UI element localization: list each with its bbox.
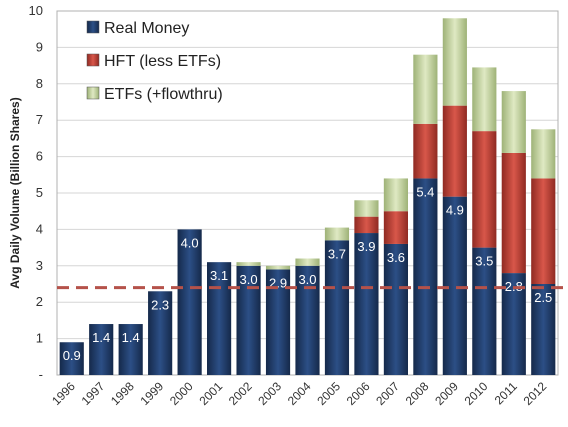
- data-label-1996: 0.9: [63, 348, 81, 363]
- bar-real-money-2010: [472, 247, 497, 375]
- legend-label-etfs: ETFs (+flowthru): [104, 86, 223, 103]
- bar-real-money-2002: [236, 265, 261, 375]
- x-tick-label: 1996: [49, 379, 78, 408]
- x-tick-label: 2012: [521, 379, 550, 408]
- x-tick-label: 2011: [492, 379, 520, 407]
- bar-real-money-1997: [89, 324, 114, 375]
- y-axis-label: Avg Daily Volume (Billion Shares): [8, 97, 22, 288]
- y-axis-ticks: - 1 2 3 4 5 6 7 8 9 10: [29, 3, 43, 382]
- y-tick-label: 3: [36, 258, 43, 273]
- bar-etfs-2006: [354, 200, 379, 217]
- bar-real-money-1998: [118, 324, 143, 375]
- legend-swatch-real-money: [86, 20, 100, 34]
- x-tick-label: 2001: [196, 379, 225, 408]
- bar-real-money-2008: [413, 178, 438, 375]
- bar-real-money-2006: [354, 233, 379, 375]
- x-tick-label: 2005: [314, 379, 343, 408]
- bar-real-money-2000: [177, 229, 202, 375]
- bar-etfs-2003: [265, 265, 291, 270]
- x-tick-label: 2007: [373, 379, 402, 408]
- bar-real-money-2004: [295, 265, 320, 375]
- data-label-1999: 2.3: [151, 297, 169, 312]
- bar-hft-2010: [472, 131, 497, 248]
- bar-etfs-2008: [413, 54, 438, 124]
- y-tick-label: 4: [36, 221, 43, 236]
- x-tick-label: 1997: [79, 379, 108, 408]
- x-tick-label: 2000: [167, 379, 196, 408]
- data-label-1997: 1.4: [92, 330, 110, 345]
- bar-real-money-2009: [442, 196, 467, 375]
- bar-etfs-2012: [531, 129, 556, 179]
- bar-etfs-2002: [236, 262, 261, 266]
- data-label-2005: 3.7: [328, 246, 346, 261]
- bar-hft-2009: [442, 105, 467, 197]
- data-label-2007: 3.6: [387, 250, 405, 265]
- bar-real-money-1996: [59, 342, 84, 375]
- legend-label-hft: HFT (less ETFs): [104, 53, 221, 70]
- bar-etfs-2005: [324, 227, 350, 241]
- data-label-2000: 4.0: [181, 235, 199, 250]
- bar-real-money-2005: [324, 240, 350, 375]
- bar-hft-2012: [531, 178, 556, 284]
- legend-swatch-hft: [86, 53, 100, 67]
- bar-real-money-2001: [207, 262, 232, 375]
- y-tick-label: 8: [36, 76, 43, 91]
- legend: Real Money HFT (less ETFs) ETFs (+flowthru…: [86, 20, 223, 103]
- x-tick-label: 2004: [285, 379, 314, 408]
- bar-etfs-2011: [501, 91, 526, 153]
- data-label-2006: 3.9: [357, 239, 375, 254]
- x-tick-label: 2009: [432, 379, 461, 408]
- y-tick-label: 1: [36, 331, 43, 346]
- x-tick-label: 1998: [108, 379, 137, 408]
- y-tick-label: 10: [29, 3, 43, 18]
- data-label-2002: 3.0: [240, 272, 258, 287]
- data-label-2008: 5.4: [416, 184, 434, 199]
- bar-hft-2007: [383, 211, 408, 244]
- bar-real-money-2007: [383, 243, 408, 375]
- x-tick-label: 2003: [255, 379, 284, 408]
- y-tick-label: 7: [36, 112, 43, 127]
- y-tick-label: -: [39, 367, 43, 382]
- bar-hft-2008: [413, 123, 438, 179]
- bars: [59, 18, 556, 375]
- data-label-1998: 1.4: [122, 330, 140, 345]
- y-tick-label: 9: [36, 39, 43, 54]
- bar-real-money-2011: [501, 273, 526, 375]
- x-axis-ticks: 1996 1997 1998 1999 2000 2001 2002 2003 2004 2005…: [49, 379, 550, 408]
- x-tick-label: 2008: [403, 379, 432, 408]
- bar-etfs-2004: [295, 258, 320, 266]
- data-label-2012: 2.5: [534, 290, 552, 305]
- legend-swatch-etfs: [86, 86, 100, 100]
- x-tick-label: 2002: [226, 379, 255, 408]
- bar-etfs-2009: [442, 18, 467, 106]
- bar-real-money-1999: [148, 291, 173, 375]
- data-label-2004: 3.0: [298, 272, 316, 287]
- data-label-2001: 3.1: [210, 268, 228, 283]
- bar-etfs-2010: [472, 67, 497, 132]
- data-label-2010: 3.5: [475, 254, 493, 269]
- legend-label-real-money: Real Money: [104, 20, 189, 37]
- bar-real-money-2012: [531, 284, 556, 375]
- bar-hft-2006: [354, 216, 379, 234]
- x-tick-label: 2006: [344, 379, 373, 408]
- y-tick-label: 2: [36, 294, 43, 309]
- data-label-2009: 4.9: [446, 203, 464, 218]
- x-tick-label: 1999: [137, 379, 166, 408]
- y-tick-label: 6: [36, 149, 43, 164]
- bar-etfs-2007: [383, 178, 408, 212]
- x-tick-label: 2010: [462, 379, 491, 408]
- y-tick-label: 5: [36, 185, 43, 200]
- bar-hft-2011: [501, 152, 526, 274]
